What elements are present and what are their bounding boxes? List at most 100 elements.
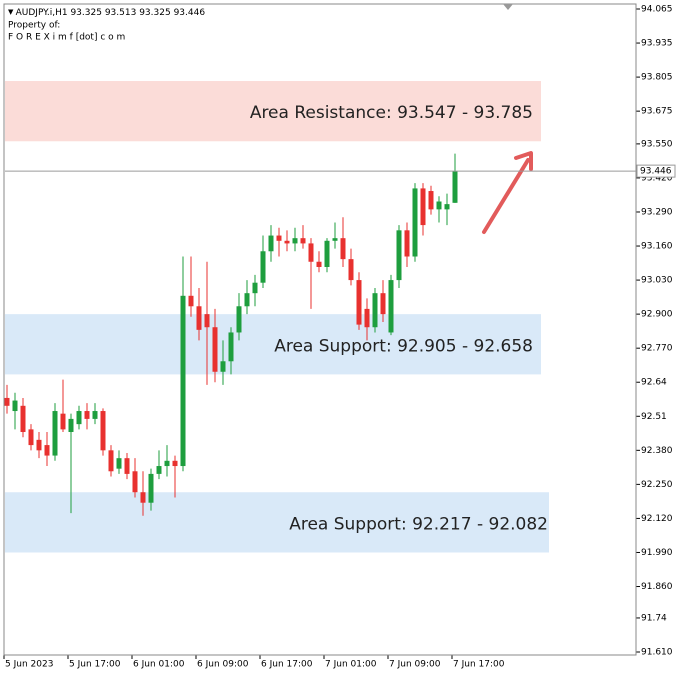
candle-body <box>52 411 58 456</box>
candle-body <box>124 458 130 474</box>
x-tick-label: 7 Jun 01:00 <box>325 660 377 670</box>
candle-body <box>332 238 338 241</box>
candle-body <box>420 188 426 226</box>
candle-body <box>324 240 330 267</box>
candle-body <box>260 251 266 283</box>
candle-body <box>276 235 282 241</box>
y-tick-label: 92.250 <box>641 480 673 490</box>
header-open: 93.325 <box>70 8 102 18</box>
candle-body <box>284 240 290 244</box>
plot-border <box>3 3 637 656</box>
y-tick-label: 93.805 <box>641 73 673 83</box>
y-tick-label: 93.030 <box>641 276 673 286</box>
candle-body <box>444 204 450 210</box>
owner-line: Property of: <box>8 21 60 31</box>
scroll-marker <box>503 4 513 10</box>
candles <box>4 153 458 516</box>
price-label: 93.446 <box>640 167 672 177</box>
zone <box>5 81 541 142</box>
candle-body <box>84 411 90 419</box>
candle-body <box>36 439 42 451</box>
x-tick-label: 6 Jun 01:00 <box>133 660 185 670</box>
candle-body <box>148 473 154 503</box>
candle-body <box>156 466 162 474</box>
candle-body <box>204 314 210 328</box>
candle-body <box>372 293 378 328</box>
y-tick-label: 93.550 <box>641 139 673 149</box>
y-tick-label: 91.610 <box>641 648 673 658</box>
header-high: 93.513 <box>105 8 137 18</box>
zones: Area Resistance: 93.547 - 93.785 Area Sup… <box>5 81 549 553</box>
candle-body <box>292 238 298 244</box>
x-tick-label: 7 Jun 17:00 <box>453 660 505 670</box>
trend-arrow <box>482 158 530 234</box>
candle-body <box>308 243 314 262</box>
y-tick-label: 93.935 <box>641 39 673 49</box>
price-label-box <box>636 164 676 178</box>
candle-body <box>348 259 354 281</box>
trend-arrow-head <box>514 151 533 171</box>
y-tick-label: 92.380 <box>641 446 673 456</box>
candle-body <box>180 295 186 467</box>
x-tick-label: 5 Jun 2023 <box>5 660 53 670</box>
candle-body <box>356 280 362 325</box>
y-tick-label: 91.860 <box>641 582 673 592</box>
y-tick-label: 91.74 <box>641 613 667 623</box>
candle-body <box>316 261 322 267</box>
candle-body <box>236 306 242 333</box>
zone <box>5 314 541 375</box>
candle-body <box>196 306 202 330</box>
candle-body <box>68 418 74 432</box>
candle-body <box>100 411 106 451</box>
candle-body <box>164 460 170 467</box>
y-tick-label: 91.990 <box>641 548 673 558</box>
x-tick-label: 5 Jun 17:00 <box>69 660 121 670</box>
candle-body <box>212 327 218 372</box>
zone-label: Area Support: 92.905 - 92.658 <box>274 336 533 356</box>
candle-body <box>132 471 138 493</box>
y-tick-label: 94.065 <box>641 5 673 15</box>
x-tick-label: 6 Jun 17:00 <box>261 660 313 670</box>
candle-body <box>172 460 178 467</box>
candle-body <box>28 429 34 446</box>
candle-body <box>428 191 434 210</box>
candle-body <box>116 458 122 469</box>
header-close: 93.446 <box>174 8 206 18</box>
candle-body <box>20 405 26 432</box>
candle-body <box>140 492 146 503</box>
y-tick-label: 93.420 <box>641 173 673 183</box>
zone-label: Area Support: 92.217 - 92.082 <box>289 514 548 534</box>
candle-body <box>60 413 66 430</box>
x-tick-label: 7 Jun 09:00 <box>389 660 441 670</box>
y-tick-label: 93.675 <box>641 107 673 117</box>
candle-body <box>412 188 418 257</box>
y-tick-label: 92.900 <box>641 310 673 320</box>
zone-label: Area Resistance: 93.547 - 93.785 <box>250 103 533 123</box>
candle-body <box>268 235 274 252</box>
candle-body <box>252 282 258 294</box>
y-tick-label: 92.770 <box>641 344 673 354</box>
candle-body <box>340 238 346 260</box>
candle-body <box>92 411 98 419</box>
candle-body <box>244 293 250 307</box>
candle-body <box>228 332 234 362</box>
candle-body <box>404 230 410 257</box>
symbol-header: ▼ AUDJPY.i,H1 93.325 93.513 93.325 93.44… <box>8 8 205 18</box>
candle-body <box>396 230 402 281</box>
candle-body <box>380 293 386 315</box>
candle-body <box>76 411 82 425</box>
y-tick-label: 93.290 <box>641 207 673 217</box>
owner-line: F O R E X i m f [dot] c o m <box>8 33 125 43</box>
candle-body <box>388 280 394 333</box>
candle-body <box>452 171 458 203</box>
candle-body <box>220 361 226 372</box>
candle-body <box>108 450 114 472</box>
candle-body <box>364 308 370 328</box>
candle-body <box>188 295 194 307</box>
candle-body <box>436 201 442 210</box>
symbol: AUDJPY.i,H1 <box>16 8 68 18</box>
y-tick-label: 92.51 <box>641 412 667 422</box>
y-tick-label: 93.160 <box>641 242 673 252</box>
candle-body <box>300 238 306 244</box>
